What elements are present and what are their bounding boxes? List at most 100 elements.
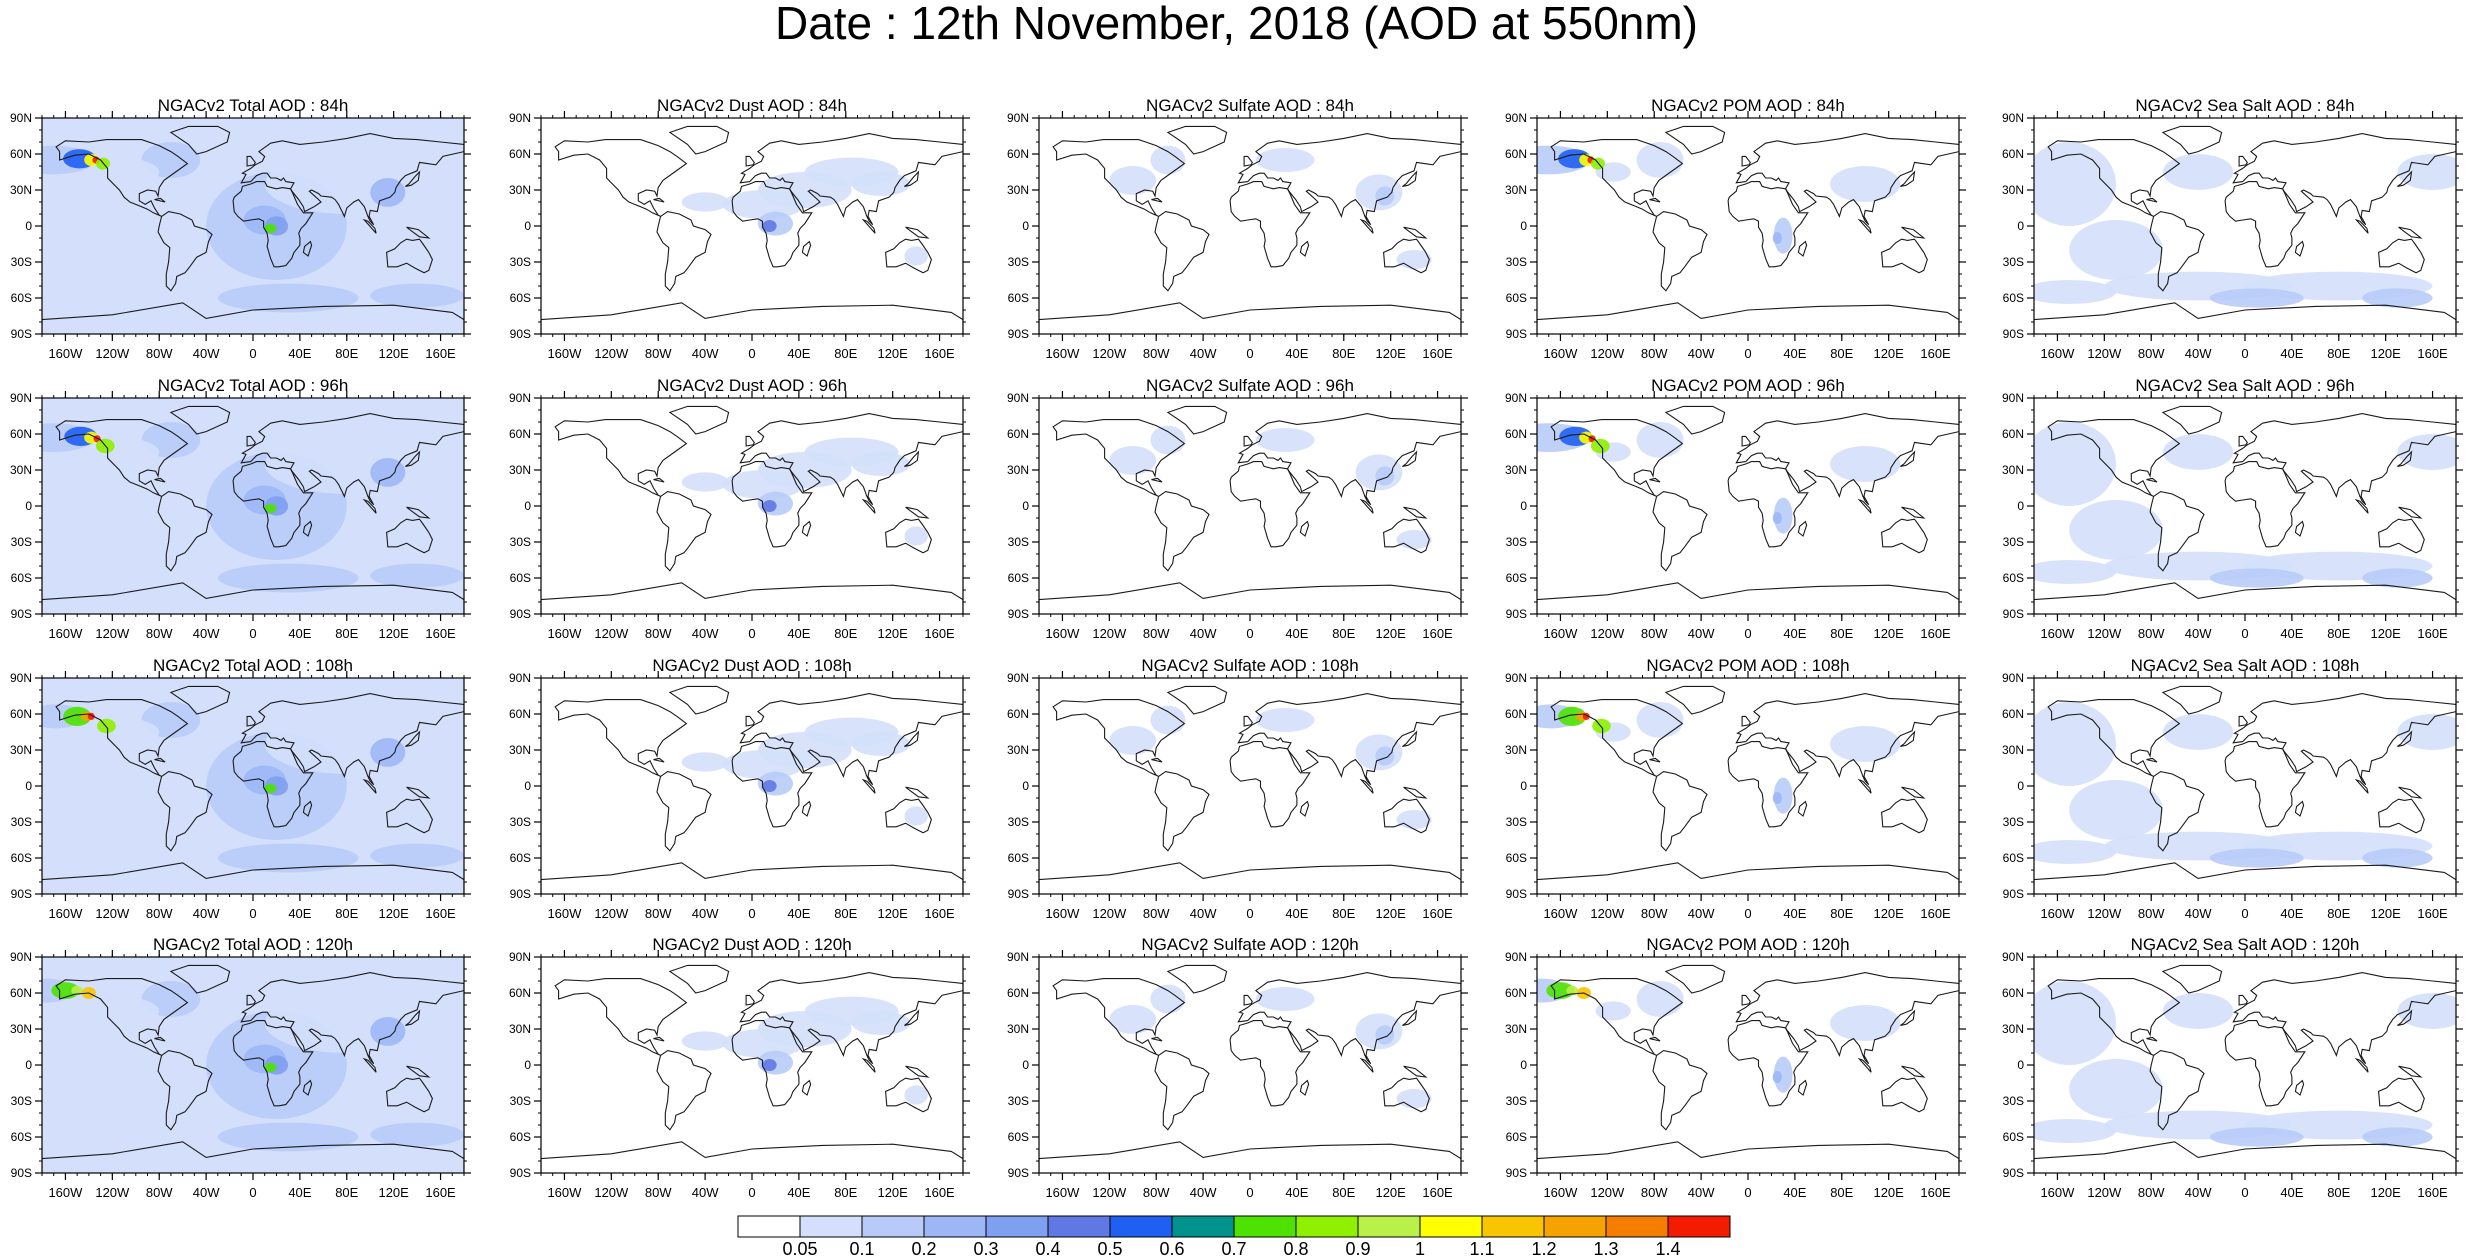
aod-plume <box>1636 422 1684 458</box>
coastline <box>1881 798 1928 834</box>
coastline <box>1735 133 1959 226</box>
coastline <box>1243 715 1253 727</box>
coastline <box>386 238 433 274</box>
colorbar-label: 0.5 <box>1097 1239 1122 1259</box>
coastline <box>905 1065 930 1078</box>
coastline <box>668 964 730 994</box>
coastline <box>1649 757 1661 763</box>
map-panel: NGACv2 Sea Salt AOD : 120h 160W 120W 80W 40W… <box>2002 935 2463 1200</box>
coastline <box>2232 972 2456 1065</box>
lon-tick-label: 40W <box>692 626 719 641</box>
coastline <box>1166 685 1228 715</box>
lon-tick-label: 40E <box>1783 906 1806 921</box>
coastline <box>1299 520 1310 537</box>
lon-tick-label: 40E <box>2280 1185 2303 1200</box>
aod-plume <box>851 452 911 476</box>
coastline <box>745 435 755 447</box>
coastline <box>541 1141 963 1173</box>
coastline <box>1052 978 1186 1056</box>
lon-tick-label: 160E <box>1422 906 1453 921</box>
lat-tick-label: 0 <box>1022 219 1029 233</box>
aod-plume <box>1595 162 1631 182</box>
coastline <box>1052 139 1186 217</box>
lat-tick-label: 0 <box>1022 1058 1029 1072</box>
lat-tick-label: 60S <box>510 1130 531 1144</box>
coastline <box>1550 699 1684 777</box>
colorbar-label: 0.1 <box>849 1239 874 1259</box>
colorbar-label: 0.7 <box>1221 1239 1246 1259</box>
panel-title: NGACv2 Sulfate AOD : 120h <box>1141 935 1358 954</box>
coastline <box>2047 699 2181 777</box>
coastline <box>169 964 231 994</box>
lon-tick-label: 160W <box>2040 346 2075 361</box>
lon-tick-label: 80E <box>2327 1185 2350 1200</box>
coastline <box>1741 155 1751 167</box>
coastline <box>246 715 256 727</box>
aod-plume <box>1636 702 1684 738</box>
lat-tick-label: 0 <box>524 1058 531 1072</box>
lon-tick-label: 40E <box>787 1185 810 1200</box>
coastline <box>905 786 930 799</box>
lat-tick-label: 60S <box>1506 851 1527 865</box>
aod-plume <box>681 1031 729 1051</box>
lon-tick-label: 40W <box>193 626 220 641</box>
coastline <box>2149 1050 2205 1131</box>
lon-tick-label: 40W <box>1190 626 1217 641</box>
colorbar-label: 0.3 <box>973 1239 998 1259</box>
lat-tick-label: 90S <box>11 607 32 621</box>
coastline <box>55 699 189 777</box>
lon-tick-label: 80E <box>1332 906 1355 921</box>
coastline <box>1649 1036 1661 1042</box>
lat-tick-label: 30S <box>510 1094 531 1108</box>
map-panel: NGACv2 POM AOD : 120h 160W 120W 80W 40W 0 40E 8… <box>1505 935 1966 1200</box>
coastline <box>2161 405 2223 435</box>
coastline <box>1537 1141 1959 1173</box>
coastline <box>554 699 688 777</box>
aod-plume <box>1150 984 1186 1014</box>
coastline <box>2294 520 2305 537</box>
coastline <box>1383 238 1430 274</box>
lon-tick-label: 160E <box>425 906 456 921</box>
lon-tick-label: 40E <box>2280 626 2303 641</box>
coastline <box>904 1009 920 1026</box>
lat-tick-label: 30N <box>1007 1022 1029 1036</box>
lat-tick-label: 60S <box>510 291 531 305</box>
coastline <box>1649 477 1661 483</box>
lat-tick-label: 30S <box>11 815 32 829</box>
lon-tick-label: 80W <box>146 346 173 361</box>
lat-tick-label: 90S <box>11 887 32 901</box>
lon-tick-label: 80W <box>645 346 672 361</box>
map-panel: NGACv2 Total AOD : 120h 160W 120W 80W 40W 0 40… <box>10 935 471 1200</box>
aod-plume <box>1255 708 1315 732</box>
aod-plume <box>97 718 116 734</box>
aod-plume <box>264 714 429 774</box>
aod-plume <box>681 192 729 212</box>
coastline <box>1901 506 1926 519</box>
panel-title: NGACv2 Sulfate AOD : 96h <box>1146 376 1354 395</box>
aod-plume <box>1772 792 1782 804</box>
lon-tick-label: 80E <box>335 346 358 361</box>
coastline <box>731 1020 813 1107</box>
lon-tick-label: 40W <box>193 906 220 921</box>
coastline <box>157 1050 213 1131</box>
coastline <box>232 741 314 828</box>
coastline <box>731 181 813 268</box>
lat-tick-label: 60N <box>2002 986 2024 1000</box>
coastline <box>1664 125 1726 155</box>
aod-plume <box>42 1122 183 1152</box>
coastline <box>2397 730 2413 747</box>
lon-tick-label: 120W <box>2087 626 2122 641</box>
lat-tick-label: 0 <box>1520 1058 1527 1072</box>
lat-tick-label: 60S <box>11 851 32 865</box>
panel-title: NGACv2 POM AOD : 120h <box>1646 935 1849 954</box>
coastline <box>406 226 431 239</box>
coastline <box>2354 498 2369 514</box>
coastline <box>1237 972 1461 1065</box>
coastline <box>2034 1141 2456 1173</box>
lat-tick-label: 90S <box>11 327 32 341</box>
colorbar-swatch <box>1605 1215 1669 1238</box>
lon-tick-label: 160W <box>1543 906 1578 921</box>
lat-tick-label: 0 <box>1520 779 1527 793</box>
panel-title: NGACv2 POM AOD : 84h <box>1651 96 1845 115</box>
lat-tick-label: 90N <box>10 671 32 685</box>
